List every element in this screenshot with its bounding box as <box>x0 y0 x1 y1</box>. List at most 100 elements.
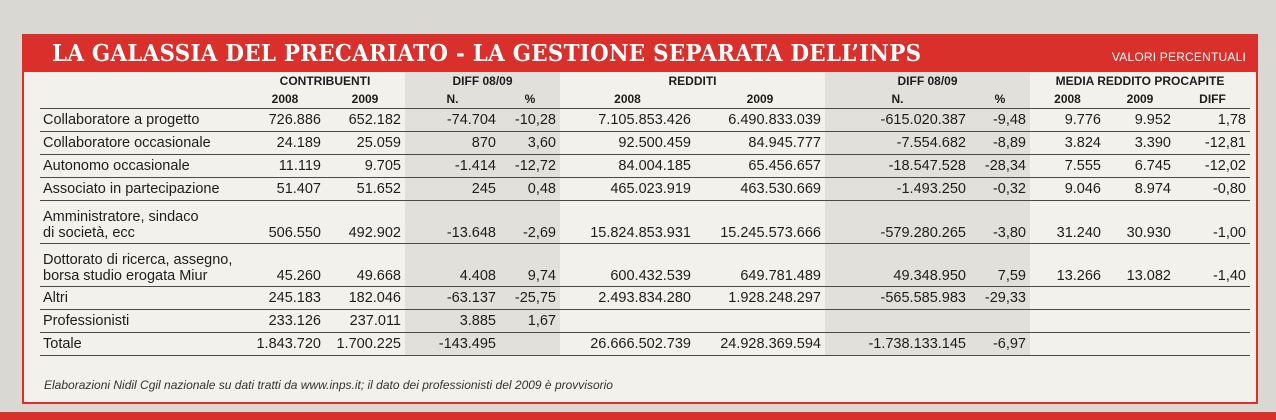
row-label: Professionisti <box>40 309 245 333</box>
row-label-line: Amministratore, sindaco <box>43 209 199 225</box>
column-header: % <box>500 90 560 109</box>
table-cell: 9,74 <box>500 243 560 287</box>
table-cell: 9.952 <box>1105 108 1175 132</box>
table-cell: 726.886 <box>245 108 325 132</box>
table-cell: -18.547.528 <box>825 154 970 178</box>
table-cell: -10,28 <box>500 108 560 132</box>
table-cell: 492.902 <box>325 200 405 244</box>
table-cell: -9,48 <box>970 108 1030 132</box>
table-cell: 9.705 <box>325 154 405 178</box>
column-header: 2009 <box>351 92 379 106</box>
row-label-line: Professionisti <box>43 313 130 329</box>
table-cell: 15.824.853.931 <box>560 200 695 244</box>
table-cell <box>1175 309 1250 333</box>
table-cell: 245 <box>405 177 500 201</box>
table-cell: 1.843.720 <box>245 332 325 356</box>
row-label-line: Associato in partecipazione <box>43 181 220 197</box>
table-cell: 465.023.919 <box>560 177 695 201</box>
table-cell: 49.668 <box>325 243 405 287</box>
table-cell: 182.046 <box>325 286 405 310</box>
table-cell: 9.776 <box>1030 108 1105 132</box>
row-label: Collaboratore a progetto <box>40 108 245 132</box>
row-label-line: borsa studio erogata Miur <box>43 268 208 284</box>
table-row: Amministratore, sindaco di società, ecc 50… <box>40 200 1250 244</box>
table-row: Associato in partecipazione 51.407 51.652 2… <box>40 177 1250 201</box>
table-cell: 7,59 <box>970 243 1030 287</box>
table-cell: 506.550 <box>245 200 325 244</box>
table-cell: -74.704 <box>405 108 500 132</box>
table-cell: 24.189 <box>245 131 325 155</box>
bottom-stripe <box>0 412 1276 420</box>
table-cell: -6,97 <box>970 332 1030 356</box>
table-row: Totale 1.843.720 1.700.225 -143.495 26.666.5… <box>40 332 1250 356</box>
row-label: Dottorato di ricerca, assegno, borsa stud… <box>40 243 245 287</box>
table-row: Professionisti 233.126 237.011 3.885 1,67 <box>40 309 1250 333</box>
table-cell: -565.585.983 <box>825 286 970 310</box>
table-cell: -1.493.250 <box>825 177 970 201</box>
table-cell: 870 <box>405 131 500 155</box>
table-cell: -0,32 <box>970 177 1030 201</box>
table-subtitle: VALORI PERCENTUALI <box>1111 50 1246 64</box>
source-note: Elaborazioni Nidil Cgil nazionale su dat… <box>44 378 613 392</box>
group-redditi: REDDITI <box>668 74 717 88</box>
table-cell <box>1175 286 1250 310</box>
table-cell: 9.046 <box>1030 177 1105 201</box>
data-table: CONTRIBUENTI DIFF 08/09 REDDITI DIFF 08/… <box>40 72 1250 356</box>
row-label: Totale <box>40 332 245 356</box>
group-diff-redditi: DIFF 08/09 <box>825 72 1030 90</box>
table-cell <box>1030 332 1105 356</box>
table-cell: 1.700.225 <box>325 332 405 356</box>
column-header: 2008 <box>614 92 641 106</box>
table-cell: 1.928.248.297 <box>695 286 825 310</box>
table-cell: -1.414 <box>405 154 500 178</box>
table-cell: -3,80 <box>970 200 1030 244</box>
row-label-line: Altri <box>43 290 68 306</box>
table-cell <box>825 309 970 333</box>
table-cell: -1.738.133.145 <box>825 332 970 356</box>
row-label-line: Dottorato di ricerca, assegno, <box>43 252 233 268</box>
table-cell: 31.240 <box>1030 200 1105 244</box>
table-cell: 24.928.369.594 <box>695 332 825 356</box>
table-cell: 7.555 <box>1030 154 1105 178</box>
table-row: Collaboratore occasionale 24.189 25.059 870… <box>40 131 1250 155</box>
table-cell: 463.530.669 <box>695 177 825 201</box>
row-label-line: Collaboratore a progetto <box>43 112 200 128</box>
table-cell <box>1105 309 1175 333</box>
table-cell: 92.500.459 <box>560 131 695 155</box>
table-cell: -7.554.682 <box>825 131 970 155</box>
infographic-table: LA GALASSIA DEL PRECARIATO - LA GESTIONE… <box>22 34 1258 404</box>
table-cell <box>1105 286 1175 310</box>
table-cell <box>1030 286 1105 310</box>
row-label: Collaboratore occasionale <box>40 131 245 155</box>
table-cell: -25,75 <box>500 286 560 310</box>
header-column-row: 2008 2009 N. % 2008 2009 N. % 2008 2009 … <box>40 90 1250 109</box>
row-label: Autonomo occasionale <box>40 154 245 178</box>
table-cell: 3.824 <box>1030 131 1105 155</box>
table-cell: -2,69 <box>500 200 560 244</box>
row-label: Associato in partecipazione <box>40 177 245 201</box>
table-cell: -12,81 <box>1175 131 1250 155</box>
table-cell: 2.493.834.280 <box>560 286 695 310</box>
table-cell: -13.648 <box>405 200 500 244</box>
table-cell <box>1030 309 1105 333</box>
table-cell: -12,72 <box>500 154 560 178</box>
table-cell: 7.105.853.426 <box>560 108 695 132</box>
table-cell: 3.885 <box>405 309 500 333</box>
column-header: 2008 <box>1054 92 1081 106</box>
row-label: Amministratore, sindaco di società, ecc <box>40 200 245 244</box>
table-row: Collaboratore a progetto 726.886 652.182 -7… <box>40 108 1250 132</box>
table-cell: 13.082 <box>1105 243 1175 287</box>
table-cell: 652.182 <box>325 108 405 132</box>
title-band: LA GALASSIA DEL PRECARIATO - LA GESTIONE… <box>24 36 1256 72</box>
table-cell: 51.652 <box>325 177 405 201</box>
table-title: LA GALASSIA DEL PRECARIATO - LA GESTIONE… <box>52 40 922 67</box>
table-cell: -28,34 <box>970 154 1030 178</box>
table-cell: -615.020.387 <box>825 108 970 132</box>
group-media-reddito: MEDIA REDDITO PROCAPITE <box>1055 74 1225 88</box>
table-cell: -12,02 <box>1175 154 1250 178</box>
column-header: DIFF <box>1199 92 1226 106</box>
background-newsprint <box>0 0 1276 34</box>
table-cell: 84.004.185 <box>560 154 695 178</box>
table-cell: 13.266 <box>1030 243 1105 287</box>
table-cell: -1,00 <box>1175 200 1250 244</box>
